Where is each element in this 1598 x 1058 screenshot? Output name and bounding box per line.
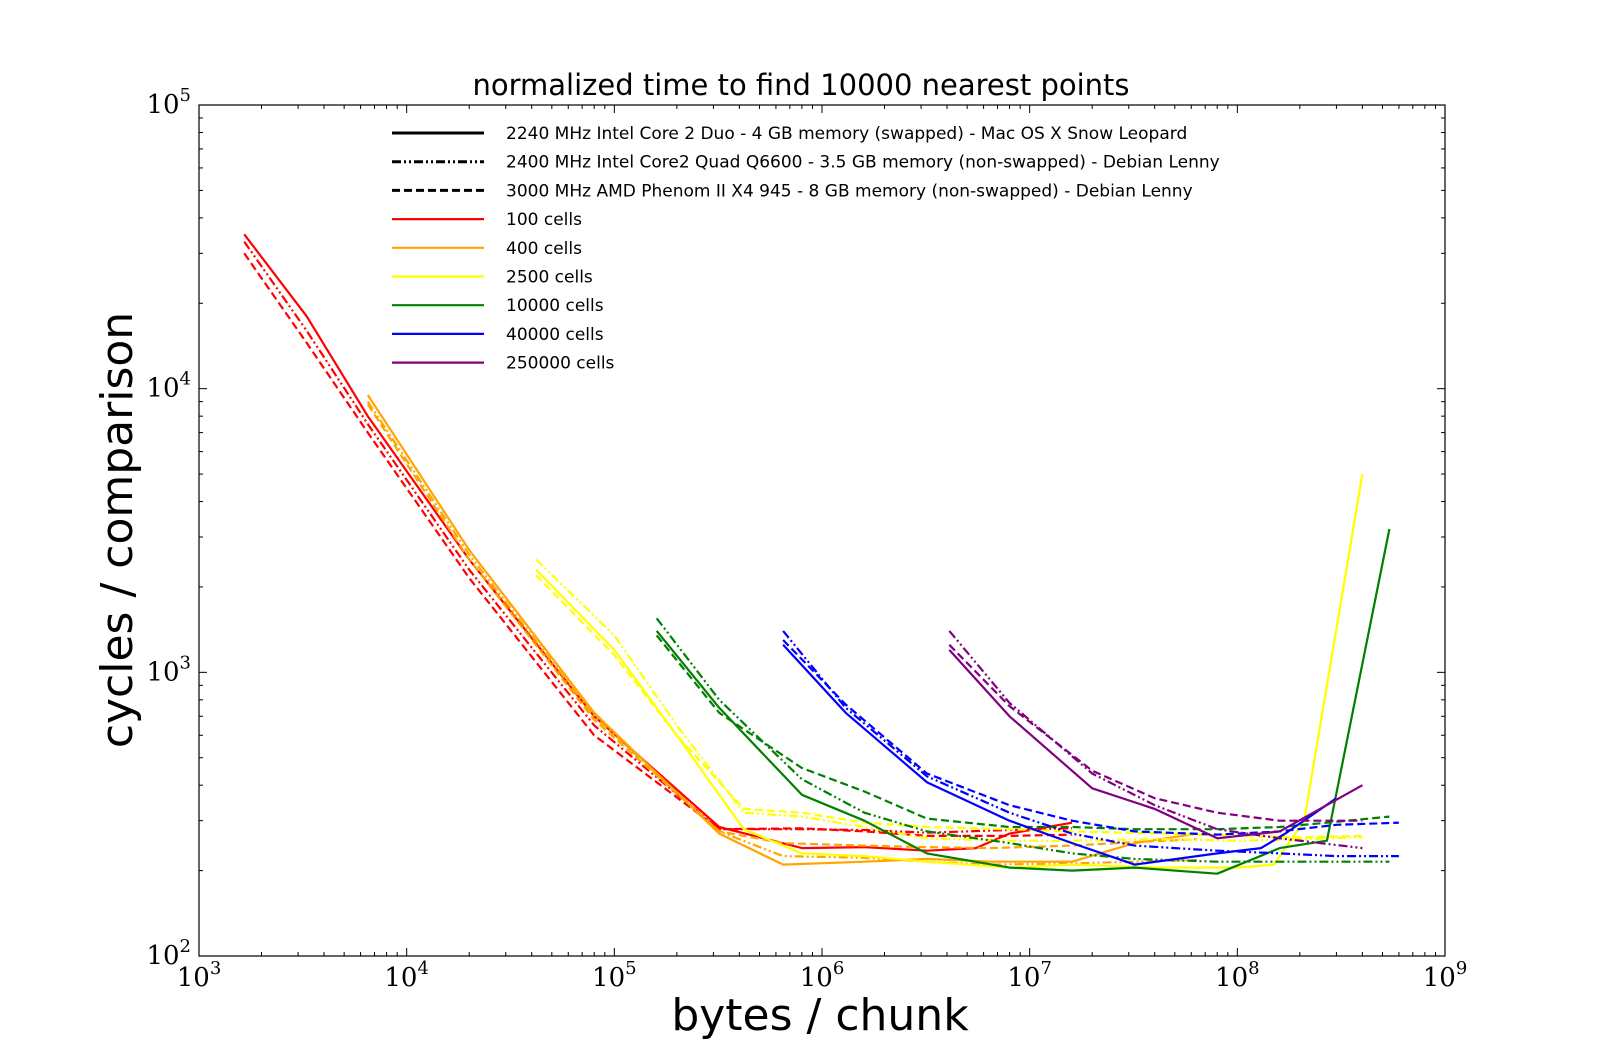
legend-label: 400 cells [506, 239, 582, 259]
series-line-9 [655, 528, 1391, 875]
x-tick-label: 109 [1423, 958, 1468, 993]
series-line-10 [655, 617, 1390, 863]
x-tick-label: 108 [1215, 958, 1260, 993]
y-axis-label: cycles / comparison [92, 312, 143, 748]
legend-label: 2400 MHz Intel Core2 Quad Q6600 - 3.5 GB… [506, 153, 1220, 173]
y-tick-label: 104 [146, 369, 191, 404]
legend-label: 10000 cells [506, 296, 604, 316]
legend: 2240 MHz Intel Core 2 Duo - 4 GB memory … [392, 124, 1220, 374]
series-line-0 [243, 233, 1073, 852]
series-line-5 [366, 403, 1198, 850]
series-line-3 [366, 394, 1198, 866]
series-line-4 [366, 400, 1198, 866]
x-tick-label: 104 [384, 958, 429, 993]
legend-label: 3000 MHz AMD Phenom II X4 945 - 8 GB mem… [506, 181, 1193, 201]
x-tick-label: 105 [592, 958, 637, 993]
series-line-17 [948, 644, 1363, 822]
legend-label: 2240 MHz Intel Core 2 Duo - 4 GB memory … [506, 124, 1187, 144]
series-line-13 [782, 630, 1399, 858]
x-axis-label: bytes / chunk [671, 990, 969, 1041]
series-line-16 [948, 630, 1363, 850]
plot-lines [243, 233, 1399, 875]
x-tick-label: 103 [177, 958, 222, 993]
series-line-11 [655, 634, 1390, 831]
series-line-6 [535, 473, 1364, 869]
x-tick-label: 106 [800, 958, 845, 993]
series-line-15 [948, 649, 1363, 840]
series-line-8 [535, 574, 1363, 839]
legend-label: 2500 cells [506, 268, 593, 288]
legend-label: 100 cells [506, 210, 582, 230]
y-tick-label: 102 [146, 936, 191, 971]
series-line-7 [535, 558, 1363, 842]
series-line-1 [243, 240, 1073, 834]
x-tick-label: 107 [1007, 958, 1052, 993]
series-line-12 [782, 644, 1338, 866]
legend-label: 40000 cells [506, 325, 604, 345]
legend-label: 250000 cells [506, 354, 615, 374]
axis-ticks [198, 104, 1446, 957]
series-line-2 [243, 252, 1073, 837]
y-tick-label: 105 [146, 85, 191, 120]
y-tick-label: 103 [146, 652, 191, 687]
chart-title: normalized time to find 10000 nearest po… [472, 68, 1129, 102]
